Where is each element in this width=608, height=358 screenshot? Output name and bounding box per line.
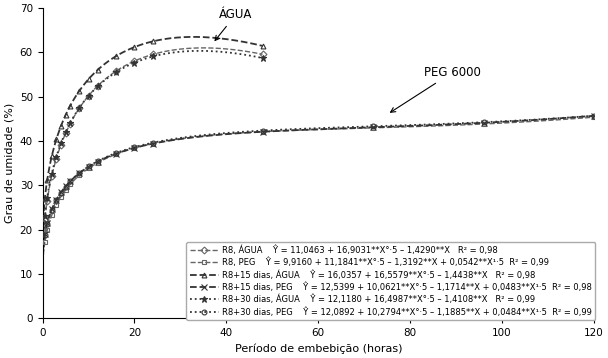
Text: ÁGUA: ÁGUA	[215, 9, 252, 40]
Text: PEG 6000: PEG 6000	[390, 66, 481, 112]
Legend: R8, ÁGUA    Ŷ = 11,0463 + 16,9031**X°·5 – 1,4290**X   R² = 0,98, R8, PEG    Ŷ = : R8, ÁGUA Ŷ = 11,0463 + 16,9031**X°·5 – 1…	[186, 242, 595, 320]
Y-axis label: Grau de umidade (%): Grau de umidade (%)	[4, 103, 14, 223]
X-axis label: Período de embebição (horas): Período de embebição (horas)	[235, 343, 402, 354]
